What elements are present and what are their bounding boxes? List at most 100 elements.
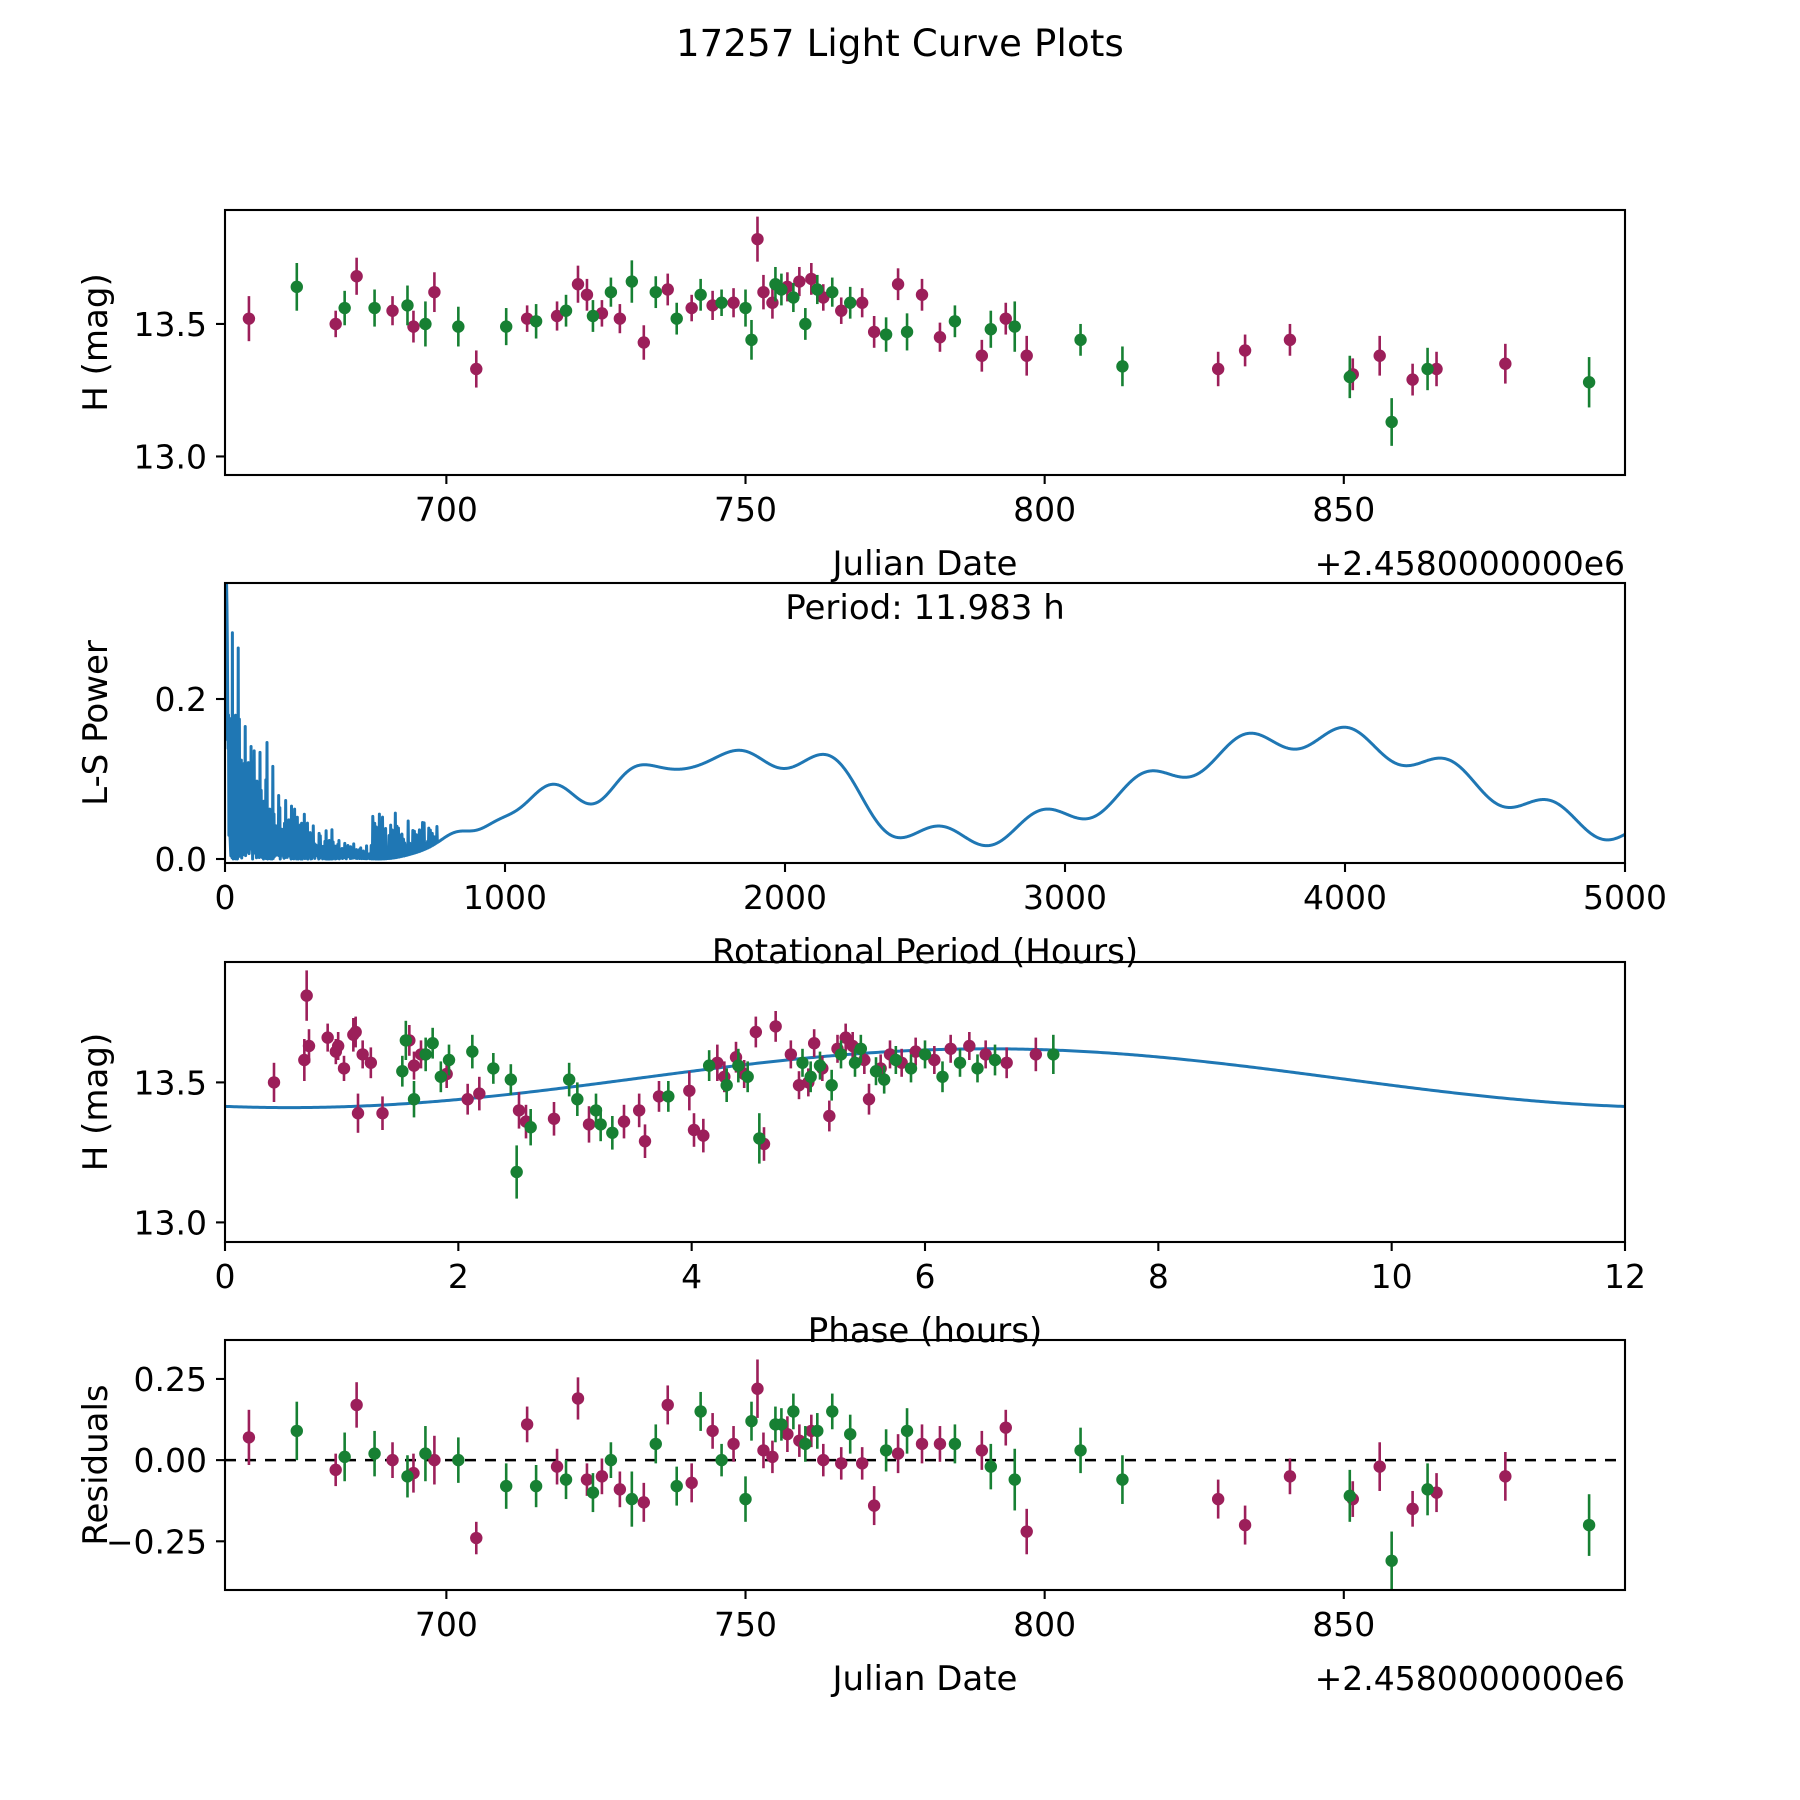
data-point xyxy=(1373,1460,1386,1473)
x-axis-offset-text: +2.4580000000e6 xyxy=(1315,544,1625,583)
data-point xyxy=(1582,1518,1596,1532)
data-point xyxy=(909,1045,922,1058)
data-point xyxy=(727,296,740,309)
data-point xyxy=(834,1048,848,1061)
data-point xyxy=(805,272,818,286)
data-point xyxy=(487,1062,500,1075)
data-point xyxy=(470,1531,483,1545)
data-point xyxy=(904,1062,918,1075)
data-point xyxy=(580,1473,594,1486)
data-point xyxy=(1499,1470,1512,1483)
data-point xyxy=(267,1076,281,1089)
data-point xyxy=(550,309,564,323)
x-tick-label: 700 xyxy=(415,1605,478,1644)
data-point xyxy=(606,1126,619,1140)
data-point xyxy=(971,1062,984,1075)
data-point xyxy=(826,285,839,299)
data-point xyxy=(625,1492,639,1506)
data-point xyxy=(512,1104,526,1117)
x-tick-label: 2 xyxy=(448,1257,469,1296)
data-point xyxy=(787,1405,800,1418)
data-point xyxy=(298,1053,311,1067)
data-point xyxy=(637,1496,651,1509)
data-point xyxy=(613,312,627,325)
data-point xyxy=(1421,1483,1434,1496)
data-point xyxy=(595,1470,609,1483)
x-tick-label: 0 xyxy=(215,878,236,917)
data-point xyxy=(401,299,414,312)
data-point xyxy=(1074,1444,1087,1457)
data-point xyxy=(662,1090,675,1103)
data-point xyxy=(1020,1525,1033,1538)
data-point xyxy=(290,1424,303,1438)
panel-lightcurve: 700 750 800 850 13.0 13.5 Julian Date +2.458000… xyxy=(76,208,1627,584)
x-axis-label: Julian Date xyxy=(831,1659,1018,1699)
data-point xyxy=(944,1042,957,1056)
data-point xyxy=(769,1020,782,1033)
data-point xyxy=(975,349,989,362)
data-point xyxy=(854,1042,868,1056)
data-point xyxy=(399,1034,413,1047)
data-point xyxy=(775,1418,788,1431)
data-point xyxy=(900,325,914,339)
x-tick-label: 3000 xyxy=(1023,878,1107,917)
data-point xyxy=(796,1056,809,1070)
data-point xyxy=(787,291,800,304)
data-point xyxy=(953,1056,967,1070)
data-point xyxy=(571,1392,585,1405)
data-point xyxy=(792,1079,806,1092)
data-point xyxy=(649,1437,662,1451)
data-point xyxy=(586,1486,600,1499)
data-point xyxy=(461,1093,474,1106)
data-point xyxy=(826,1405,839,1418)
data-point xyxy=(499,1479,513,1493)
y-axis-label: H (mag) xyxy=(76,273,116,411)
y-axis-label: L-S Power xyxy=(76,640,116,806)
data-point xyxy=(715,296,728,309)
data-point xyxy=(741,1070,754,1084)
data-point xyxy=(1430,362,1443,376)
data-point xyxy=(419,1048,432,1061)
data-point xyxy=(936,1070,949,1084)
data-point xyxy=(649,285,662,299)
data-point xyxy=(559,1473,573,1486)
data-point xyxy=(638,1135,652,1148)
data-point xyxy=(356,1048,369,1061)
y-tick-label: 0.00 xyxy=(134,1441,207,1480)
data-point xyxy=(739,1492,752,1506)
data-point xyxy=(571,1093,584,1106)
y-tick-label: 13.0 xyxy=(134,437,207,476)
data-point xyxy=(396,1065,409,1078)
data-point xyxy=(879,1444,893,1457)
axes-frame xyxy=(223,208,1627,477)
data-point xyxy=(652,1090,666,1103)
data-point xyxy=(617,1115,631,1128)
data-point xyxy=(817,1453,830,1467)
data-point xyxy=(1373,349,1386,362)
panel-periodogram: 0 1000 2000 3000 4000 5000 0.0 0.2 Rotational Pe… xyxy=(76,581,1667,972)
x-tick-label: 850 xyxy=(1312,490,1375,529)
data-point xyxy=(963,1039,976,1053)
x-axis-label: Julian Date xyxy=(831,544,1018,584)
y-tick-label: 0.25 xyxy=(134,1360,207,1399)
data-point xyxy=(745,1414,758,1428)
data-point xyxy=(891,1447,905,1460)
x-tick-label: 4 xyxy=(681,1257,702,1296)
data-point xyxy=(571,278,585,291)
data-point xyxy=(364,1056,378,1070)
data-point xyxy=(559,304,573,317)
series-series_b xyxy=(290,1391,1596,1590)
data-point xyxy=(933,331,947,344)
data-point xyxy=(1116,360,1129,373)
x-axis-offset-text: +2.4580000000e6 xyxy=(1315,1659,1625,1698)
series-series_a xyxy=(242,1359,1512,1555)
data-point xyxy=(529,1479,543,1493)
data-point xyxy=(1283,333,1297,347)
x-tick-label: 5000 xyxy=(1583,878,1667,917)
data-point xyxy=(442,1053,456,1067)
data-point xyxy=(580,288,594,301)
data-point xyxy=(582,1118,596,1131)
data-point xyxy=(745,333,758,347)
